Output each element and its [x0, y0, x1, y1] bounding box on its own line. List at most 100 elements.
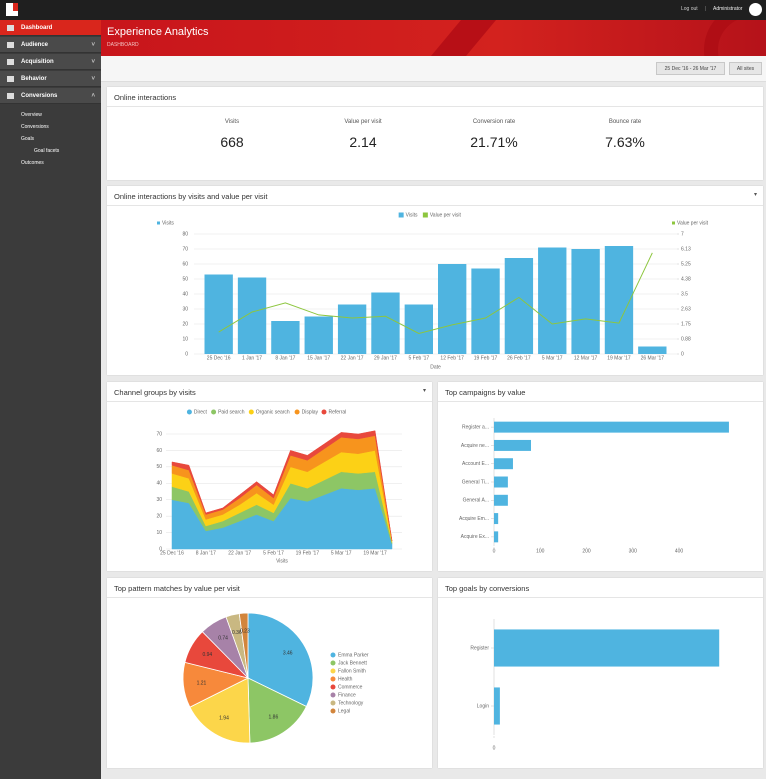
x-tick-label: 22 Jan '17 — [228, 550, 251, 556]
bar — [204, 274, 233, 354]
nav-subitem[interactable]: Goal facets — [34, 148, 60, 154]
legend-label: Organic search — [256, 409, 290, 415]
y-tick-label: 10 — [156, 530, 162, 536]
x-axis-title: Visits — [276, 558, 288, 564]
y-axis-title: Visits — [162, 220, 174, 226]
slice-label: 0.23 — [240, 629, 250, 635]
combo-card: Online interactions by visits and value … — [107, 186, 763, 375]
slice — [238, 612, 249, 679]
slice — [189, 677, 251, 744]
x-tick-label: 19 Feb '17 — [474, 355, 498, 361]
bar — [494, 439, 531, 451]
nav-item[interactable]: Behavior ˅ — [0, 71, 101, 87]
y2-tick-label: 4.38 — [681, 276, 691, 282]
x-tick-label: 25 Dec '16 — [160, 550, 184, 556]
x-tick-label: 5 Feb '17 — [263, 550, 284, 556]
y-tick-label: 70 — [182, 246, 188, 252]
bar — [494, 513, 499, 525]
y-tick-label: 30 — [156, 497, 162, 503]
slice-label: 3.46 — [283, 651, 293, 657]
user-name[interactable]: Administrator — [713, 6, 743, 12]
axis-title-swatch — [157, 221, 160, 225]
page-subtitle: DASHBOARD — [107, 42, 139, 48]
y-tick-label: Acquire Ex... — [461, 534, 489, 540]
bar — [638, 346, 667, 354]
y2-tick-label: 3.5 — [681, 291, 688, 297]
nav-subitem[interactable]: Conversions — [21, 124, 49, 130]
card-title: Online interactions by visits and value … — [114, 192, 268, 201]
x-tick-label: 19 Feb '17 — [296, 550, 320, 556]
x-tick-label: 400 — [675, 548, 684, 554]
nav-subitem[interactable]: Overview — [21, 112, 42, 118]
legend-label: Emma Parker — [338, 652, 369, 658]
card-title: Top campaigns by value — [445, 388, 526, 397]
bar — [371, 292, 400, 354]
kpi-label: Conversion rate — [472, 119, 516, 125]
divider — [107, 205, 763, 206]
legend-swatch — [186, 409, 192, 415]
nav-subitem[interactable]: Outcomes — [21, 160, 44, 166]
x-tick-label: 1 Jan '17 — [242, 355, 262, 361]
date-filter[interactable]: 25 Dec '16 - 26 Mar '17 — [656, 62, 725, 75]
bar — [404, 304, 433, 354]
kpi-card: Online interactions Visits 668 Value per v… — [107, 87, 763, 180]
legend-swatch — [330, 652, 336, 658]
bar — [494, 687, 500, 725]
y-tick-label: Register a... — [462, 424, 489, 430]
slice-label: 1.21 — [197, 681, 207, 687]
x-tick-label: 100 — [536, 548, 545, 554]
y2-tick-label: 7 — [681, 231, 684, 237]
x-axis-title: Date — [430, 364, 441, 370]
y-tick-label: 30 — [182, 306, 188, 312]
bar — [337, 304, 367, 354]
y-tick-label: General Ti... — [462, 479, 489, 485]
card-title: Channel groups by visits — [114, 388, 196, 397]
nav-item[interactable]: Audience ˅ — [0, 37, 101, 53]
separator: | — [705, 6, 707, 12]
legend-swatch — [330, 684, 336, 690]
kpi-value: 668 — [220, 134, 244, 150]
goals-card: Top goals by conversions 0 Register Login — [438, 578, 763, 768]
avatar[interactable] — [749, 3, 762, 16]
top-bar: Log out | Administrator — [0, 0, 766, 20]
bar — [538, 247, 567, 354]
logo — [6, 3, 18, 16]
chart: 3.46 1.86 1.94 1.21 0.94 0.74 0.360.23 Emma Par… — [182, 612, 369, 744]
kpi-value: 7.63% — [605, 134, 645, 150]
y-tick-label: Login — [477, 703, 489, 709]
bar — [304, 316, 333, 354]
bar — [494, 629, 720, 667]
legend-label: Value per visit — [430, 212, 462, 218]
bar — [271, 321, 300, 354]
y-tick-label: Account E... — [462, 461, 489, 467]
card-menu[interactable]: ▾ — [422, 388, 426, 394]
x-tick-label: 200 — [582, 548, 591, 554]
nav-item[interactable]: Conversions ˄ — [0, 88, 101, 104]
y-tick-label: 50 — [182, 276, 188, 282]
legend-label: Fallon Smith — [338, 668, 366, 674]
area — [171, 430, 393, 541]
logout-link[interactable]: Log out — [681, 6, 698, 12]
nav-item[interactable]: Acquisition ˅ — [0, 54, 101, 70]
chart: 0 Register Login — [470, 619, 720, 751]
card-menu[interactable]: ▾ — [753, 192, 757, 198]
y-tick-label: General A... — [463, 498, 489, 504]
y-tick-label: 10 — [182, 336, 188, 342]
nav-item[interactable]: Dashboard — [0, 20, 101, 36]
bar — [438, 264, 467, 354]
nav-subitem[interactable]: Goals — [21, 136, 35, 142]
y2-tick-label: 6.13 — [681, 246, 691, 252]
bar — [494, 458, 513, 470]
y-tick-label: 80 — [182, 231, 188, 237]
bar — [604, 246, 634, 354]
legend-swatch — [330, 708, 336, 714]
pie-card: Top pattern matches by value per visit 3.… — [107, 578, 432, 768]
page-title: Experience Analytics — [107, 26, 209, 38]
legend-label: Commerce — [338, 684, 363, 690]
y-tick-label: 40 — [156, 481, 162, 487]
kpi-label: Value per visit — [344, 119, 382, 125]
legend-label: Display — [302, 409, 319, 415]
legend-swatch — [211, 409, 217, 415]
site-filter[interactable]: All sites — [729, 62, 762, 75]
y-tick-label: 60 — [156, 448, 162, 454]
